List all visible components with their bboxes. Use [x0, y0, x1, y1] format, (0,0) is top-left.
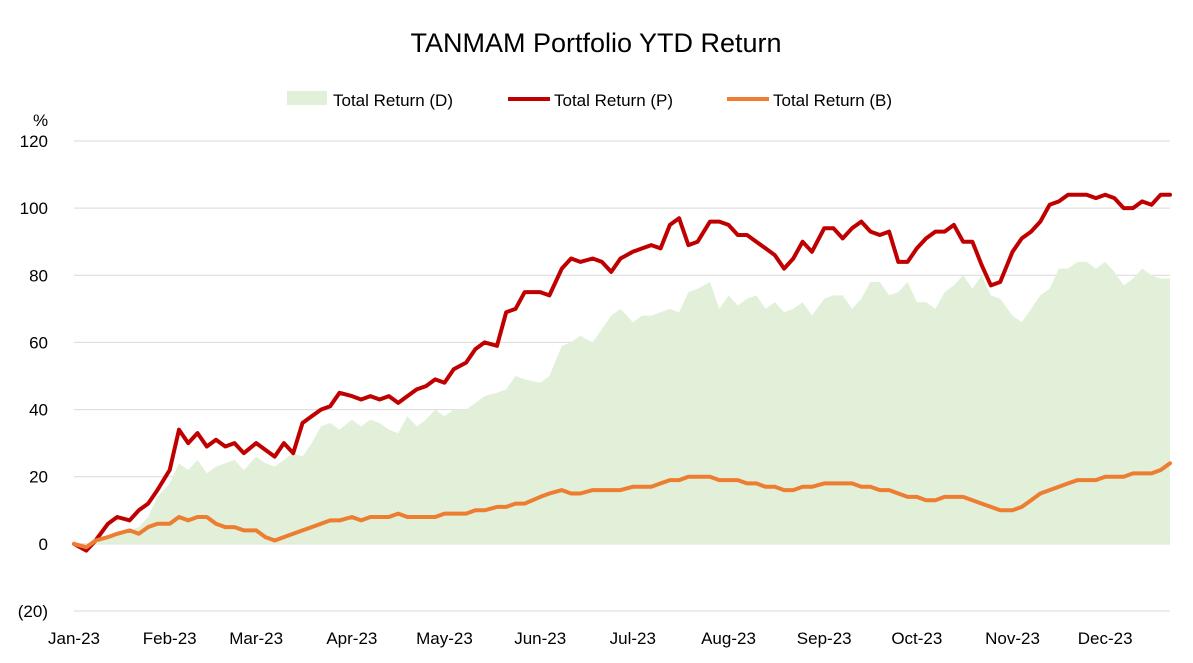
x-tick-label: May-23: [416, 629, 473, 648]
y-tick-label: 40: [29, 401, 48, 420]
y-tick-label: 80: [29, 266, 48, 285]
legend-label-d: Total Return (D): [333, 91, 453, 110]
y-tick-label: 20: [29, 468, 48, 487]
series-line-total-return-b: [72, 461, 1172, 550]
y-tick-label: 60: [29, 333, 48, 352]
series-area-total-return-d: [74, 261, 1170, 544]
x-tick-label: Jul-23: [610, 629, 656, 648]
x-tick-label: Jan-23: [48, 629, 100, 648]
legend-label-p: Total Return (P): [554, 91, 673, 110]
y-tick-label: 100: [20, 199, 48, 218]
x-tick-label: Aug-23: [701, 629, 756, 648]
y-axis-ticks: 120 100 80 60 40 20 0 (20): [18, 132, 48, 621]
y-axis-label: %: [33, 111, 48, 130]
legend-swatch-d: [287, 91, 327, 105]
x-tick-label: Dec-23: [1078, 629, 1133, 648]
x-tick-label: Apr-23: [326, 629, 377, 648]
x-tick-label: Nov-23: [985, 629, 1040, 648]
y-tick-label: 120: [20, 132, 48, 151]
x-axis-ticks: Jan-23 Feb-23 Mar-23 Apr-23 May-23 Jun-23 Jul-…: [48, 629, 1133, 648]
legend-label-b: Total Return (B): [773, 91, 892, 110]
x-tick-label: Sep-23: [797, 629, 852, 648]
series-line-total-return-p: [72, 192, 1172, 553]
chart-title: TANMAM Portfolio YTD Return: [410, 28, 781, 58]
area-series-layer: [74, 261, 1170, 544]
x-tick-label: Jun-23: [514, 629, 566, 648]
y-tick-label: (20): [18, 602, 48, 621]
x-tick-label: Mar-23: [229, 629, 283, 648]
legend: Total Return (D) Total Return (P) Total …: [287, 91, 892, 110]
line-series-layer: [72, 192, 1172, 553]
y-tick-label: 0: [39, 535, 48, 554]
x-tick-label: Oct-23: [891, 629, 942, 648]
x-tick-label: Feb-23: [143, 629, 197, 648]
